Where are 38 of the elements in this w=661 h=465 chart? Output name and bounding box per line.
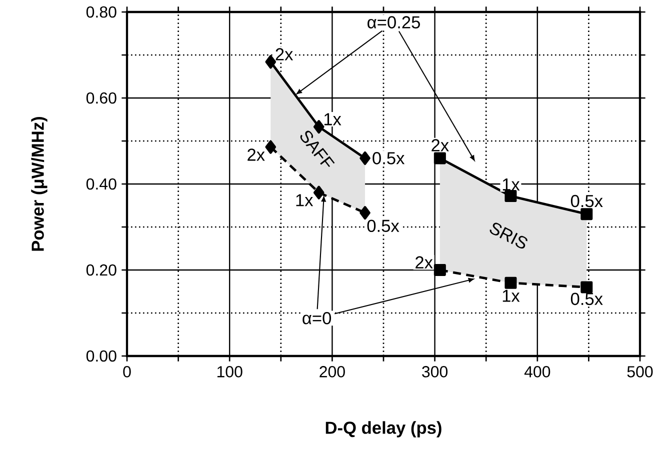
annotation: 1x bbox=[296, 194, 314, 206]
x-tick-label: 400 bbox=[524, 366, 550, 378]
annotation: 0.5x bbox=[570, 194, 603, 208]
annotation: 1x bbox=[324, 113, 342, 126]
y-tick-label: 0.00 bbox=[86, 350, 116, 362]
annotation: SRIS bbox=[490, 222, 528, 249]
annotation: 2x bbox=[432, 139, 449, 152]
point bbox=[360, 206, 370, 220]
x-tick-label: 0 bbox=[123, 366, 131, 378]
point bbox=[580, 208, 593, 220]
point bbox=[434, 264, 446, 276]
annotation: 2x bbox=[248, 148, 265, 161]
annotation: 0.5x bbox=[367, 220, 400, 232]
point bbox=[504, 190, 517, 202]
point bbox=[265, 140, 276, 154]
annotation: 0.5x bbox=[570, 292, 603, 306]
point bbox=[434, 152, 446, 164]
x-tick-label: 100 bbox=[217, 366, 242, 378]
y-tick-label: 0.60 bbox=[86, 92, 116, 104]
y-axis-title: Power (μW/MHz) bbox=[31, 116, 48, 251]
x-tick-label: 300 bbox=[422, 366, 448, 378]
annotation: 2x bbox=[276, 48, 294, 60]
y-tick-label: 0.40 bbox=[86, 178, 116, 190]
y-tick-label: 0.80 bbox=[86, 6, 116, 18]
annotation: α=0.25 bbox=[368, 16, 420, 28]
point bbox=[265, 55, 276, 69]
point bbox=[504, 276, 517, 289]
point bbox=[360, 151, 370, 166]
x-axis-title: D-Q delay (ps) bbox=[326, 421, 442, 438]
point bbox=[313, 186, 324, 200]
point bbox=[580, 281, 593, 294]
annotation: 2x bbox=[416, 256, 433, 268]
x-tick-label: 200 bbox=[320, 366, 345, 378]
y-tick-label: 0.20 bbox=[86, 264, 116, 276]
annotation: 1x bbox=[502, 290, 520, 302]
x-tick-label: 500 bbox=[627, 366, 653, 378]
annotation: α=0 bbox=[302, 312, 332, 324]
annotation: 0.5x bbox=[372, 152, 405, 164]
